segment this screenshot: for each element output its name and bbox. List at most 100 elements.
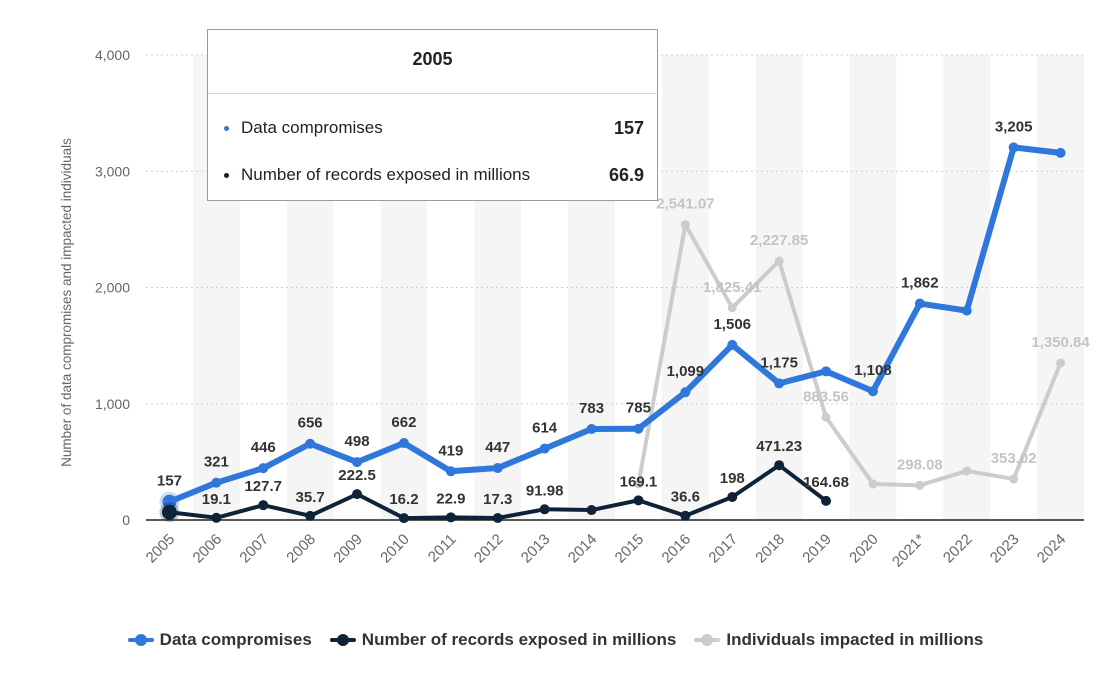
- data-label: 446: [251, 439, 276, 456]
- x-tick-label: 2021*: [889, 531, 929, 571]
- series: [159, 142, 1066, 524]
- hover-point: [161, 504, 177, 520]
- tooltip: 2005 Data compromises 157 Number of reco…: [207, 29, 658, 201]
- data-point[interactable]: [774, 460, 785, 471]
- data-point[interactable]: [539, 443, 550, 454]
- data-point[interactable]: [305, 438, 316, 449]
- tooltip-row-value: 157: [613, 117, 644, 138]
- x-tick-label: 2011: [425, 531, 460, 566]
- data-point[interactable]: [633, 479, 643, 489]
- data-label: 91.98: [526, 482, 564, 499]
- data-point[interactable]: [1009, 474, 1019, 484]
- data-label: 883.56: [803, 388, 849, 405]
- data-point[interactable]: [492, 463, 503, 474]
- data-point[interactable]: [867, 386, 878, 397]
- tooltip-dot-icon: [224, 172, 229, 178]
- data-point[interactable]: [352, 457, 363, 468]
- data-point[interactable]: [211, 512, 222, 523]
- data-point[interactable]: [774, 378, 785, 389]
- y-tick-label: 0: [122, 512, 130, 528]
- y-axis-title: Number of data compromises and impacted …: [59, 138, 74, 467]
- hover-point: [162, 494, 177, 509]
- data-point[interactable]: [727, 491, 738, 502]
- x-tick-label: 2017: [705, 531, 741, 567]
- data-point[interactable]: [868, 479, 878, 489]
- x-tick-label: 2022: [940, 531, 976, 567]
- data-point[interactable]: [914, 298, 925, 309]
- data-point[interactable]: [539, 504, 550, 515]
- data-label: 16.2: [389, 491, 418, 508]
- x-tick-label: 2020: [846, 531, 882, 567]
- data-point[interactable]: [774, 256, 784, 266]
- series-0: [164, 142, 1066, 507]
- data-label: 298.08: [897, 456, 943, 473]
- data-point[interactable]: [211, 477, 222, 488]
- hover-highlight: [159, 491, 180, 523]
- y-tick-label: 3,000: [95, 163, 130, 179]
- data-point[interactable]: [727, 303, 737, 313]
- legend-swatch-icon: [329, 634, 356, 646]
- legend-swatch-icon: [694, 634, 721, 646]
- legend-item-individuals-impacted[interactable]: Individuals impacted in millions: [694, 630, 983, 650]
- data-label: 785: [626, 400, 651, 417]
- data-point[interactable]: [633, 495, 644, 506]
- data-point[interactable]: [398, 513, 409, 524]
- legend-label: Data compromises: [159, 630, 312, 649]
- data-point[interactable]: [1008, 142, 1019, 153]
- data-label: 471.23: [756, 438, 802, 455]
- data-label: 1,099: [667, 363, 705, 380]
- data-point[interactable]: [727, 339, 738, 350]
- data-label: 1,825.41: [703, 279, 761, 296]
- tooltip-row-name: Number of records exposed in millions: [241, 165, 531, 184]
- data-label: 169.1: [620, 473, 658, 490]
- data-point[interactable]: [961, 305, 972, 316]
- data-point[interactable]: [680, 387, 691, 398]
- x-tick-label: 2009: [330, 531, 366, 567]
- data-point[interactable]: [680, 510, 691, 521]
- legend-item-records-exposed[interactable]: Number of records exposed in millions: [329, 630, 677, 650]
- data-point[interactable]: [680, 220, 690, 230]
- background-band: [661, 55, 709, 520]
- data-point[interactable]: [445, 512, 456, 523]
- data-label: 164.68: [803, 474, 849, 491]
- data-point[interactable]: [915, 480, 925, 490]
- data-point[interactable]: [398, 438, 409, 449]
- data-label: 2,227.85: [750, 232, 808, 249]
- data-point[interactable]: [586, 505, 597, 516]
- data-label: 127.7: [244, 478, 282, 495]
- data-label: 656: [298, 415, 323, 432]
- data-point[interactable]: [492, 512, 503, 523]
- data-label: 1,175: [760, 354, 798, 371]
- data-label: 19.1: [202, 491, 231, 508]
- data-point[interactable]: [305, 510, 316, 521]
- data-point[interactable]: [1055, 147, 1066, 158]
- data-point[interactable]: [445, 466, 456, 477]
- tooltip-row-name: Data compromises: [241, 118, 383, 137]
- data-point[interactable]: [258, 500, 269, 511]
- data-point[interactable]: [258, 463, 269, 474]
- data-point[interactable]: [821, 366, 832, 377]
- data-point[interactable]: [1056, 358, 1066, 368]
- data-label: 222.5: [338, 467, 376, 484]
- legend-label: Number of records exposed in millions: [361, 630, 677, 649]
- series-1: [164, 460, 832, 524]
- x-tick-label: 2023: [987, 531, 1023, 567]
- legend-label: Individuals impacted in millions: [726, 630, 984, 649]
- data-point[interactable]: [821, 495, 832, 506]
- data-point[interactable]: [352, 489, 363, 500]
- legend-item-data-compromises[interactable]: Data compromises: [127, 630, 312, 650]
- x-tick-label: 2015: [612, 531, 648, 567]
- y-tick-label: 1,000: [95, 396, 130, 412]
- data-label: 321: [204, 454, 229, 471]
- data-label: 157: [157, 473, 182, 490]
- data-point[interactable]: [586, 423, 597, 434]
- data-point[interactable]: [633, 423, 644, 434]
- data-label: 419: [438, 442, 463, 459]
- data-point[interactable]: [821, 412, 831, 422]
- legend-swatch-icon: [127, 634, 154, 646]
- data-point[interactable]: [962, 466, 972, 476]
- data-label: 447: [485, 439, 510, 456]
- x-tick-label: 2013: [518, 531, 554, 567]
- legend: Data compromises Number of records expos…: [0, 627, 1111, 653]
